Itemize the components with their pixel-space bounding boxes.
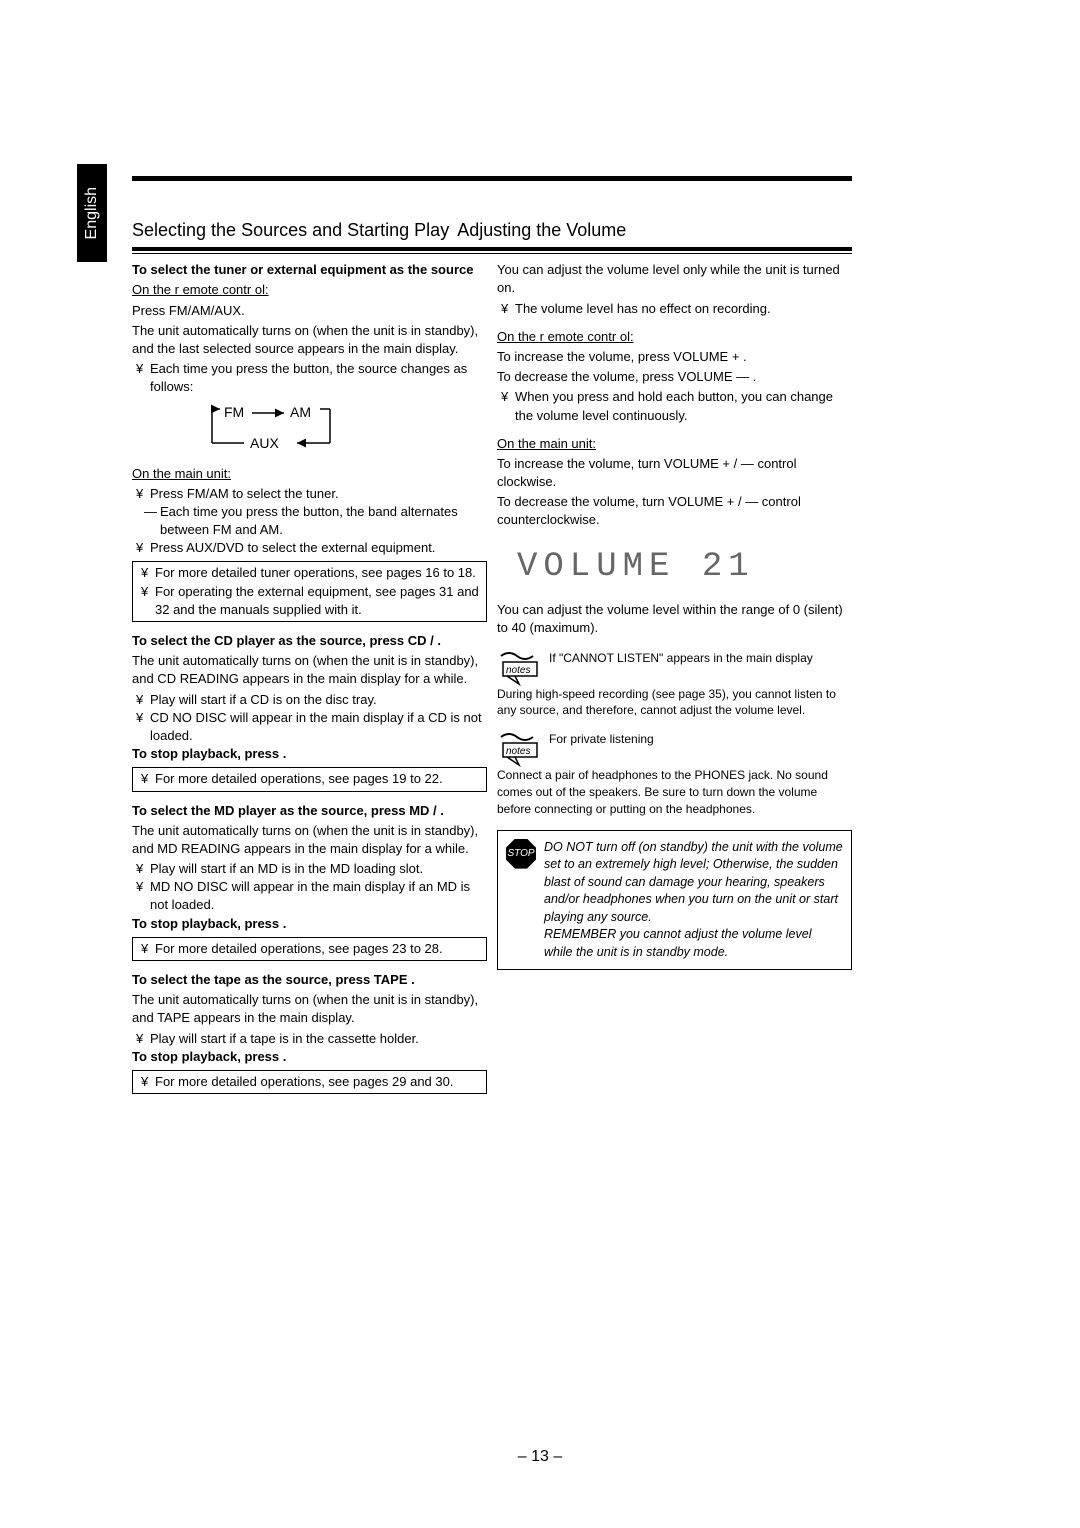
note1-body: During high-speed recording (see page 35… xyxy=(497,686,852,720)
stop-block: STOP DO NOT turn off (on standby) the un… xyxy=(497,830,852,971)
hold-button: When you press and hold each button, you… xyxy=(497,388,852,424)
press-fmam: Press FM/AM to select the tuner. xyxy=(132,485,487,503)
left-column: To select the tuner or external equipmen… xyxy=(132,261,487,1104)
inc-remote: To increase the volume, press VOLUME + . xyxy=(497,348,852,366)
tape-auto: The unit automatically turns on (when th… xyxy=(132,991,487,1027)
press-fmamaux: Press FM/AM/AUX. xyxy=(132,302,487,320)
press-auxdvd: Press AUX/DVD to select the external equ… xyxy=(132,539,487,557)
cd-play: Play will start if a CD is on the disc t… xyxy=(132,691,487,709)
stop-icon: STOP xyxy=(506,839,536,869)
md-intro: To select the MD player as the source, p… xyxy=(132,802,487,820)
note1-content: If "CANNOT LISTEN" appears in the main d… xyxy=(549,650,813,669)
tape-play: Play will start if a tape is in the cass… xyxy=(132,1030,487,1048)
heading-right: Adjusting the Volume xyxy=(457,218,626,243)
diagram-am: AM xyxy=(290,404,311,420)
heading-left: Selecting the Sources and Starting Play xyxy=(132,218,449,243)
range: You can adjust the volume level within t… xyxy=(497,601,852,637)
columns: To select the tuner or external equipmen… xyxy=(132,261,852,1104)
tuner-box: For more detailed tuner operations, see … xyxy=(132,561,487,622)
svg-text:notes: notes xyxy=(506,746,530,757)
note1: notes If "CANNOT LISTEN" appears in the … xyxy=(497,650,852,686)
note1-title: If "CANNOT LISTEN" appears in the main d… xyxy=(549,650,813,667)
md-no: MD NO DISC will appear in the main displ… xyxy=(132,878,487,914)
stop-text: DO NOT turn off (on standby) the unit wi… xyxy=(544,839,843,962)
dec-main: To decrease the volume, turn VOLUME + / … xyxy=(497,493,852,529)
note2: notes For private listening xyxy=(497,731,852,767)
stop-body2: REMEMBER you cannot adjust the volume le… xyxy=(544,926,843,961)
band-alt: Each time you press the button, the band… xyxy=(132,503,487,539)
heading-underline xyxy=(132,247,852,251)
svg-text:notes: notes xyxy=(506,665,530,676)
source-diagram: FM AM AUX xyxy=(192,403,352,459)
cd-auto: The unit automatically turns on (when th… xyxy=(132,652,487,688)
page-number: – 13 – xyxy=(0,1446,1080,1468)
language-tab: English xyxy=(77,164,107,262)
page-content: Selecting the Sources and Starting Play … xyxy=(132,218,852,1104)
no-effect: The volume level has no effect on record… xyxy=(497,300,852,318)
cd-stop: To stop playback, press . xyxy=(132,745,487,763)
auto-on: The unit automatically turns on (when th… xyxy=(132,322,487,358)
tuner-intro: To select the tuner or external equipmen… xyxy=(132,261,487,279)
main-label-r: On the main unit: xyxy=(497,435,852,453)
tape-box: For more detailed operations, see pages … xyxy=(132,1070,487,1094)
remote-label: On the r emote contr ol: xyxy=(132,281,487,299)
box-tape: For more detailed operations, see pages … xyxy=(137,1073,482,1091)
box-cd: For more detailed operations, see pages … xyxy=(137,770,482,788)
right-column: You can adjust the volume level only whi… xyxy=(497,261,852,1104)
main-label: On the main unit: xyxy=(132,465,487,483)
stop-icon-label: STOP xyxy=(507,847,534,861)
diagram-fm: FM xyxy=(224,404,244,420)
source-diagram-svg: FM AM AUX xyxy=(192,403,352,459)
note2-content: For private listening xyxy=(549,731,654,750)
top-rule xyxy=(132,176,852,181)
language-tab-text: English xyxy=(81,187,103,239)
inc-main: To increase the volume, turn VOLUME + / … xyxy=(497,455,852,491)
each-press: Each time you press the button, the sour… xyxy=(132,360,487,396)
md-stop: To stop playback, press . xyxy=(132,915,487,933)
stop-body1: DO NOT turn off (on standby) the unit wi… xyxy=(544,839,843,927)
note2-title: For private listening xyxy=(549,731,654,748)
volume-display: VOLUME 21 xyxy=(517,544,852,592)
note2-body: Connect a pair of headphones to the PHON… xyxy=(497,767,852,817)
md-box: For more detailed operations, see pages … xyxy=(132,937,487,961)
md-play: Play will start if an MD is in the MD lo… xyxy=(132,860,487,878)
tape-intro: To select the tape as the source, press … xyxy=(132,971,487,989)
cd-box: For more detailed operations, see pages … xyxy=(132,767,487,791)
box-tuner2: For operating the external equipment, se… xyxy=(137,583,482,619)
remote-label-r: On the r emote contr ol: xyxy=(497,328,852,346)
cd-no: CD NO DISC will appear in the main displ… xyxy=(132,709,487,745)
diagram-aux: AUX xyxy=(250,435,279,451)
box-md: For more detailed operations, see pages … xyxy=(137,940,482,958)
notes-icon: notes xyxy=(497,650,543,686)
md-auto: The unit automatically turns on (when th… xyxy=(132,822,487,858)
tape-stop: To stop playback, press . xyxy=(132,1048,487,1066)
dec-remote: To decrease the volume, press VOLUME — . xyxy=(497,368,852,386)
notes-icon: notes xyxy=(497,731,543,767)
section-heading: Selecting the Sources and Starting Play … xyxy=(132,218,852,243)
adjust-intro: You can adjust the volume level only whi… xyxy=(497,261,852,297)
cd-intro: To select the CD player as the source, p… xyxy=(132,632,487,650)
box-tuner1: For more detailed tuner operations, see … xyxy=(137,564,482,582)
